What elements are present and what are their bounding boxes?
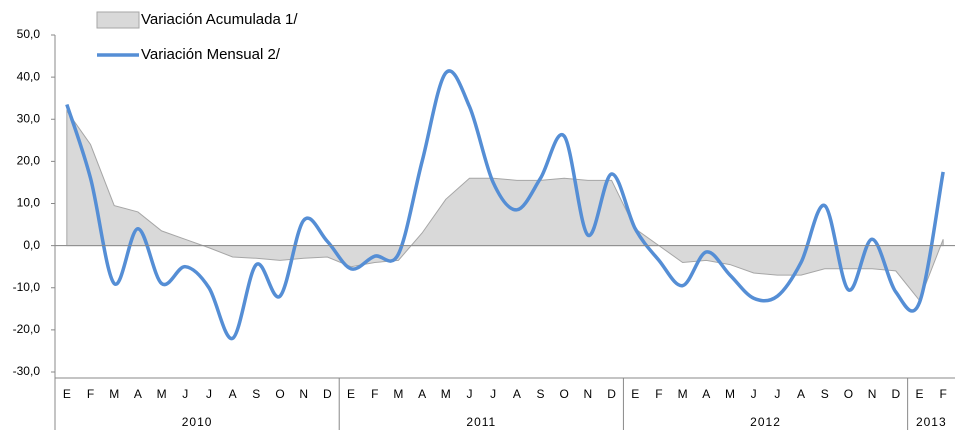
x-group-label: 2013 — [916, 415, 947, 429]
x-tick-label: A — [134, 387, 142, 401]
x-tick-label: F — [371, 387, 378, 401]
x-tick-label: N — [299, 387, 308, 401]
x-tick-label: N — [868, 387, 877, 401]
legend-swatch — [96, 11, 140, 29]
x-tick-label: F — [655, 387, 662, 401]
x-group-label: 2012 — [750, 415, 781, 429]
legend-label: Variación Acumulada 1/ — [141, 11, 298, 28]
x-tick-label: M — [157, 387, 167, 401]
x-tick-label: D — [607, 387, 616, 401]
x-tick-label: M — [393, 387, 403, 401]
x-tick-label: J — [206, 387, 212, 401]
x-tick-label: A — [513, 387, 521, 401]
line — [65, 69, 945, 341]
x-tick-label: S — [537, 387, 545, 401]
x-tick-label: S — [821, 387, 829, 401]
y-tick-label: 50,0 — [17, 27, 41, 41]
x-tick-label: A — [702, 387, 710, 401]
x-tick-label: A — [797, 387, 805, 401]
y-tick-label: 30,0 — [17, 111, 41, 125]
x-tick-label: J — [490, 387, 496, 401]
x-tick-label: E — [63, 387, 71, 401]
y-tick-label: 0,0 — [23, 238, 40, 252]
x-tick-label: J — [182, 387, 188, 401]
x-tick-label: O — [844, 387, 853, 401]
x-tick-label: D — [891, 387, 900, 401]
legend-label: Variación Mensual 2/ — [141, 46, 281, 63]
area — [66, 109, 944, 302]
x-tick-label: M — [441, 387, 451, 401]
x-tick-label: M — [109, 387, 119, 401]
x-tick-label: N — [584, 387, 593, 401]
x-tick-label: O — [560, 387, 569, 401]
x-tick-label: S — [252, 387, 260, 401]
x-tick-label: E — [631, 387, 639, 401]
y-tick-label: 10,0 — [17, 196, 41, 210]
x-group-label: 2011 — [466, 415, 496, 429]
x-group-label: 2010 — [182, 415, 213, 429]
x-tick-label: F — [939, 387, 946, 401]
x-tick-label: M — [725, 387, 735, 401]
y-tick-label: 40,0 — [17, 69, 41, 83]
x-tick-label: E — [347, 387, 355, 401]
x-tick-label: O — [275, 387, 284, 401]
x-tick-label: J — [774, 387, 780, 401]
x-tick-label: E — [915, 387, 923, 401]
x-tick-label: A — [418, 387, 426, 401]
x-tick-label: A — [229, 387, 237, 401]
y-tick-label: -10,0 — [13, 280, 41, 294]
x-tick-label: D — [323, 387, 332, 401]
y-tick-label: -20,0 — [13, 322, 41, 336]
x-tick-label: M — [678, 387, 688, 401]
y-tick-label: 20,0 — [17, 154, 41, 168]
y-tick-label: -30,0 — [13, 364, 41, 378]
x-tick-label: J — [751, 387, 757, 401]
x-tick-label: F — [87, 387, 94, 401]
x-tick-label: J — [466, 387, 472, 401]
